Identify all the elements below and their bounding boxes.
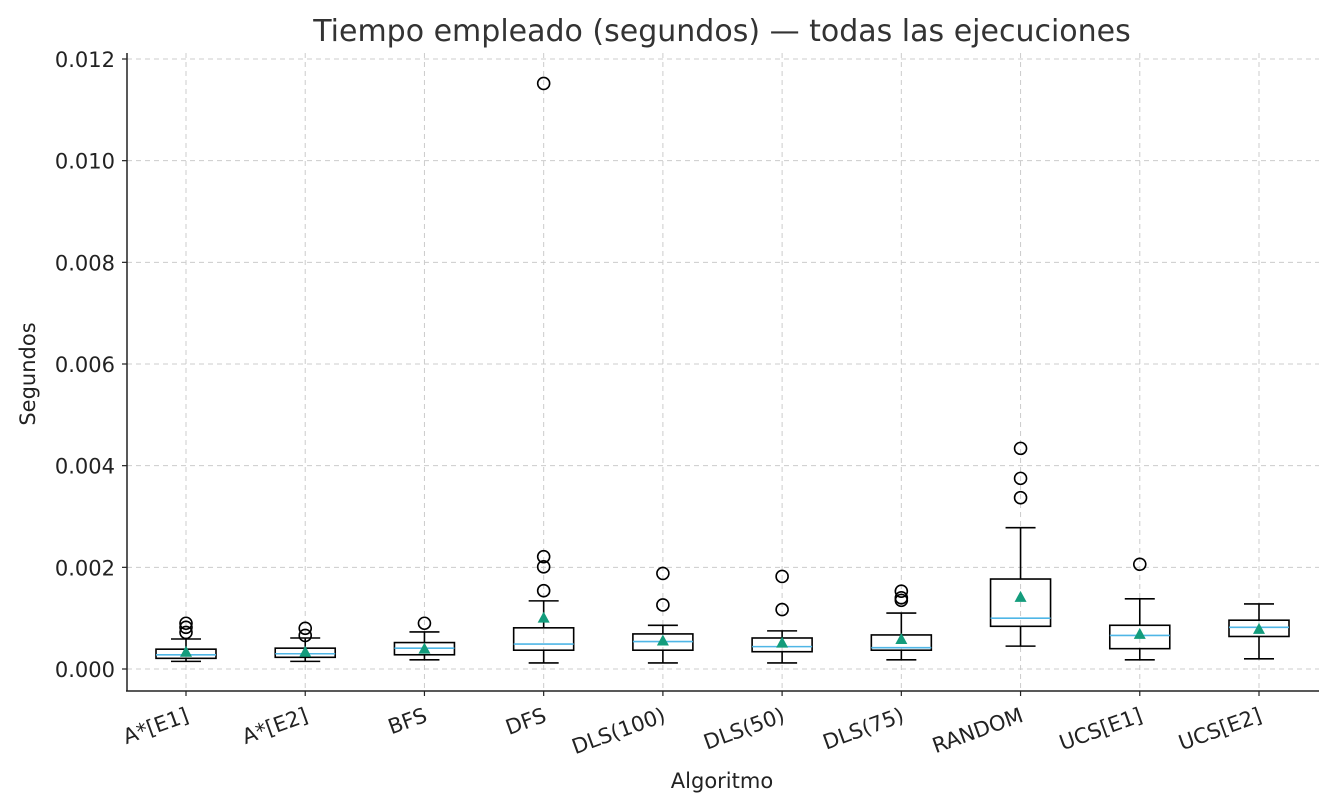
- x-tick-label: DLS(50): [700, 703, 787, 754]
- mean-marker: [1253, 622, 1265, 634]
- box-group: [1108, 557, 1171, 661]
- iqr-box: [1228, 619, 1290, 638]
- outlier-point: [894, 584, 909, 599]
- mean-marker: [537, 611, 550, 623]
- x-tick-label: A*[E2]: [239, 703, 311, 749]
- outlier-point: [775, 602, 789, 617]
- chart-title: Tiempo empleado (segundos) — todas las e…: [312, 14, 1131, 49]
- x-tick-label: DFS: [502, 703, 549, 740]
- outlier-point: [1013, 490, 1028, 505]
- x-tick-labels: A*[E1] A*[E2] BFS DFS DLS(100) DLS(50) DLS(75)…: [120, 691, 1265, 759]
- outlier-point: [179, 616, 193, 631]
- outlier-point: [298, 628, 313, 643]
- outlier-point: [1013, 441, 1028, 456]
- outlier-point: [298, 621, 313, 636]
- mean-marker: [776, 636, 789, 648]
- y-tick-label: 0.008: [55, 251, 115, 275]
- iqr-box: [1108, 624, 1171, 650]
- outlier-point: [179, 625, 193, 640]
- box-group: [155, 616, 217, 663]
- x-axis-label: Algoritmo: [671, 769, 773, 793]
- y-tick-label: 0.010: [55, 150, 115, 174]
- mean-marker: [418, 642, 431, 654]
- outlier-point: [179, 620, 193, 635]
- x-tick-label: A*[E1]: [120, 703, 192, 749]
- outlier-point: [536, 549, 551, 564]
- y-axis-label: Segundos: [16, 322, 40, 425]
- mean-marker: [1133, 627, 1146, 639]
- outlier-point: [775, 569, 789, 584]
- box-plots: [155, 76, 1290, 664]
- mean-marker: [895, 633, 908, 645]
- grid-lines: [127, 53, 1319, 691]
- mean-marker: [1014, 590, 1027, 602]
- outlier-point: [536, 76, 551, 91]
- outlier-point: [417, 616, 432, 631]
- outlier-point: [894, 591, 909, 605]
- box-group: [870, 584, 933, 661]
- x-tick-label: UCS[E2]: [1175, 703, 1264, 755]
- x-tick-label: RANDOM: [929, 703, 1026, 758]
- box-group: [632, 566, 694, 664]
- box-group: [989, 441, 1052, 647]
- x-tick-label: BFS: [385, 703, 430, 739]
- x-tick-label: UCS[E1]: [1056, 703, 1145, 755]
- box-group: [274, 621, 337, 663]
- iqr-box: [989, 578, 1052, 628]
- y-tick-label: 0.004: [55, 455, 115, 479]
- y-tick-label: 0.012: [55, 48, 115, 72]
- outlier-point: [656, 566, 670, 581]
- box-group: [751, 569, 813, 664]
- mean-marker: [180, 645, 192, 657]
- x-tick-label: DLS(100): [569, 703, 669, 759]
- y-tick-labels: 0.000 0.002 0.004 0.006 0.008 0.010 0.012: [55, 48, 127, 682]
- y-tick-label: 0.002: [55, 556, 115, 580]
- outlier-point: [1013, 471, 1028, 486]
- box-group: [1228, 603, 1290, 660]
- mean-marker: [656, 634, 669, 646]
- iqr-box: [512, 627, 575, 651]
- y-tick-label: 0.000: [55, 658, 115, 682]
- y-tick-label: 0.006: [55, 353, 115, 377]
- outlier-point: [536, 560, 551, 574]
- mean-marker: [299, 645, 312, 657]
- x-tick-label: DLS(75): [820, 703, 907, 754]
- axes: [126, 53, 1319, 692]
- outlier-point: [1132, 557, 1147, 572]
- box-group: [512, 76, 575, 664]
- outlier-point: [536, 583, 551, 598]
- outlier-point: [656, 598, 670, 612]
- box-group: [393, 616, 456, 661]
